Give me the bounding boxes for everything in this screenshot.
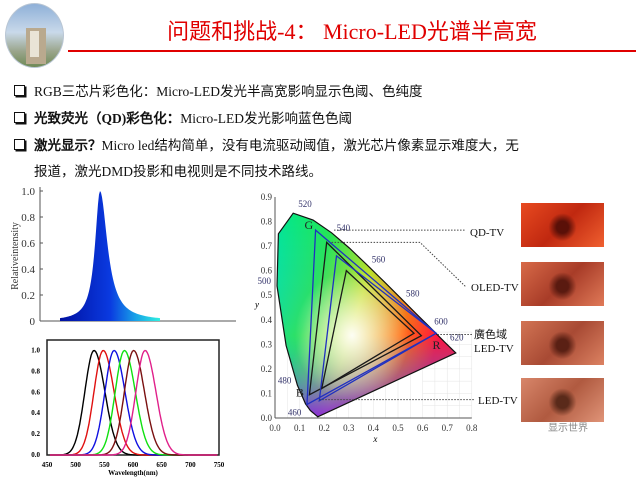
x-tick-label: 0.2 xyxy=(319,423,330,433)
bullet-text: Micro-LED发光影响蓝色色阈 xyxy=(180,111,352,126)
wavelength-label: 580 xyxy=(406,288,420,298)
blue-spectrum-chart: 1.0 0.8 0.6 0.4 0.2 0 Relativeintensity xyxy=(10,186,236,328)
checkbox-bullet-icon xyxy=(14,84,25,96)
y-tick-label: 0.0 xyxy=(261,413,273,423)
y-tick-label: 0.6 xyxy=(21,238,35,250)
y-tick-label: 0.2 xyxy=(31,430,40,438)
bullet-bold: 激光显示？ xyxy=(34,138,102,153)
vertex-label: G xyxy=(305,218,314,232)
y-tick-label: 0.9 xyxy=(261,192,273,202)
gamut-triangle xyxy=(320,269,416,390)
y-tick-label: 0.6 xyxy=(261,266,273,276)
x-tick-label: 450 xyxy=(42,461,53,469)
spectrum-line xyxy=(49,349,218,456)
x-tick-label: 0.8 xyxy=(466,423,478,433)
checkbox-bullet-icon xyxy=(14,138,25,150)
x-tick-label: 0.5 xyxy=(392,423,404,433)
x-axis-label: x xyxy=(372,434,377,444)
x-tick-label: 600 xyxy=(128,461,139,469)
x-tick-label: 0.1 xyxy=(294,423,305,433)
y-tick-label: 0.8 xyxy=(261,217,273,227)
flower-photo-qd-tv xyxy=(521,203,604,247)
y-tick-label: 1.0 xyxy=(31,346,40,354)
gamut-label: QD-TV xyxy=(470,227,504,239)
bullet-text: Micro led结构简单，没有电流驱动阈值，激光芯片像素显示难度大，无 xyxy=(101,138,519,153)
y-tick-label: 0.3 xyxy=(261,339,273,349)
y-tick-label: 0.2 xyxy=(21,290,35,302)
bullet-3-continuation: 报道，激光DMD投影和电视则是不同技术路线。 xyxy=(34,160,322,180)
y-tick-label: 0.8 xyxy=(21,212,35,224)
gamut-label: LED-TV xyxy=(478,395,518,407)
bullet-2: 光致荧光（QD)彩色化： Micro-LED发光影响蓝色色阈 xyxy=(14,107,352,127)
gamut-label: 廣色域 xyxy=(474,327,507,341)
slide-title: 问题和挑战-4： Micro-LED光谱半高宽 xyxy=(167,19,537,44)
wavelength-label: 540 xyxy=(337,223,351,233)
checkbox-bullet-icon xyxy=(14,111,25,123)
x-tick-label: 0.0 xyxy=(269,423,281,433)
y-tick-label: 0.8 xyxy=(31,367,40,375)
y-tick-label: 0.5 xyxy=(261,290,273,300)
wavelength-label: 520 xyxy=(298,199,312,209)
bullet-text: RGB三芯片彩色化：Micro-LED发光半高宽影响显示色阈、色纯度 xyxy=(34,84,423,99)
gamut-label: OLED-TV xyxy=(471,282,519,294)
plot-frame xyxy=(46,339,220,456)
y-axis-label: Relativeintensity xyxy=(10,222,21,290)
wavelength-label: 480 xyxy=(278,375,292,385)
x-tick-label: 700 xyxy=(185,461,196,469)
wavelength-label: 560 xyxy=(372,255,386,265)
wavelength-label: 500 xyxy=(257,276,271,286)
gamut-label: LED-TV xyxy=(474,343,514,355)
x-tick-label: 0.6 xyxy=(417,423,429,433)
y-tick-label: 0.0 xyxy=(31,451,40,459)
x-tick-label: 500 xyxy=(70,461,81,469)
x-tick-label: 650 xyxy=(156,461,167,469)
flower-photo-oled-tv xyxy=(521,262,604,306)
x-tick-label: 0.7 xyxy=(442,423,454,433)
gamut-triangle xyxy=(308,240,423,396)
leader-line xyxy=(331,241,467,288)
x-tick-label: 0.3 xyxy=(343,423,355,433)
y-tick-label: 0.4 xyxy=(21,264,35,276)
wavelength-label: 620 xyxy=(450,332,464,342)
y-tick-label: 0 xyxy=(30,316,36,328)
flower-photo-led-tv xyxy=(521,378,604,422)
bullet-1: RGB三芯片彩色化：Micro-LED发光半高宽影响显示色阈、色纯度 xyxy=(14,80,423,100)
y-tick-label: 0.6 xyxy=(31,388,40,396)
x-tick-label: 750 xyxy=(214,461,225,469)
x-axis-label: Wavelength(nm) xyxy=(108,469,158,477)
bullet-3: 激光显示？ Micro led结构简单，没有电流驱动阈值，激光芯片像素显示难度大，… xyxy=(14,134,519,154)
y-axis-label: y xyxy=(254,299,259,309)
vertex-label: R xyxy=(432,338,440,352)
cie-chromaticity-chart: 0.0 0.1 0.2 0.3 0.4 0.5 0.6 0.7 0.8 0.0 0.1 0.2 0.3 0… xyxy=(254,192,519,444)
spectrum-area xyxy=(60,191,160,321)
title-divider xyxy=(68,50,636,52)
y-tick-label: 0.2 xyxy=(261,364,272,374)
x-tick-label: 0.4 xyxy=(368,423,380,433)
watermark: 显示世界 xyxy=(548,423,588,434)
y-tick-label: 1.0 xyxy=(21,186,35,198)
university-logo xyxy=(5,3,64,68)
white-point-glow xyxy=(277,213,456,417)
wavelength-label: 460 xyxy=(288,408,302,418)
flower-photo-wide-gamut-led-tv xyxy=(521,321,604,365)
gamut-triangle xyxy=(306,228,438,406)
y-tick-label: 0.7 xyxy=(261,241,273,251)
bullet-bold: 光致荧光（QD)彩色化： xyxy=(34,111,181,126)
wavelength-label: 600 xyxy=(434,317,448,327)
y-tick-label: 0.1 xyxy=(261,388,272,398)
bullet-text: 报道，激光DMD投影和电视则是不同技术路线。 xyxy=(34,164,323,179)
y-tick-label: 0.4 xyxy=(261,315,273,325)
x-tick-label: 550 xyxy=(99,461,110,469)
gamut-triangle xyxy=(318,254,438,403)
vertex-label: B xyxy=(296,385,304,399)
y-tick-label: 0.4 xyxy=(31,409,40,417)
